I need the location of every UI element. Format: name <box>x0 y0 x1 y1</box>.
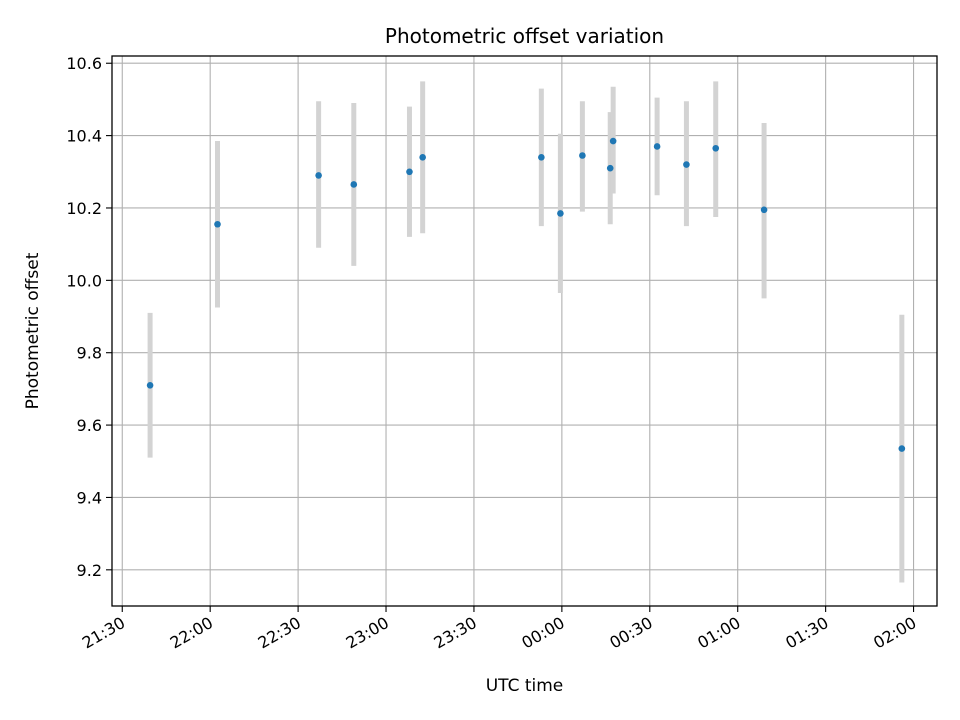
y-tick-label: 9.4 <box>77 488 102 507</box>
data-point <box>406 168 413 176</box>
data-point <box>606 164 614 172</box>
data-point <box>557 210 564 217</box>
data-points <box>146 137 906 452</box>
data-point <box>760 206 768 214</box>
y-tick-label: 10.2 <box>66 199 102 218</box>
x-tick-label: 01:30 <box>782 613 831 653</box>
chart-title: Photometric offset variation <box>385 24 664 48</box>
x-tick-label: 02:00 <box>870 613 919 653</box>
data-point <box>419 154 426 161</box>
x-axis-ticks: 21:30 22:00 22:30 23:00 23:30 00:00 00:30 01:00… <box>79 606 920 653</box>
y-tick-label: 9.6 <box>77 416 102 435</box>
y-tick-label: 10.4 <box>66 127 102 146</box>
data-point <box>350 181 358 188</box>
data-point <box>315 172 322 179</box>
x-tick-label: 22:30 <box>255 613 304 653</box>
data-point <box>146 381 154 389</box>
y-tick-label: 9.8 <box>77 344 102 363</box>
x-tick-label: 21:30 <box>79 613 128 653</box>
x-tick-label: 22:00 <box>167 613 216 653</box>
x-tick-label: 23:00 <box>343 613 392 653</box>
y-tick-label: 10.6 <box>66 54 102 73</box>
y-axis-title: Photometric offset <box>23 252 43 409</box>
x-tick-label: 00:00 <box>518 613 567 653</box>
x-axis-title: UTC time <box>486 676 564 696</box>
x-tick-label: 00:30 <box>606 613 655 653</box>
data-point <box>579 152 586 159</box>
data-point <box>683 161 690 168</box>
data-point <box>609 137 617 145</box>
data-point <box>653 143 661 150</box>
grid <box>112 56 937 606</box>
data-point <box>214 220 221 228</box>
y-tick-label: 10.0 <box>66 271 102 290</box>
x-tick-label: 01:00 <box>694 613 743 653</box>
plot-frame <box>111 55 938 607</box>
y-tick-label: 9.2 <box>77 561 102 580</box>
y-axis-ticks: 9.2 9.4 9.6 9.8 10.0 10.2 10.4 10.6 <box>66 54 112 580</box>
data-point <box>712 144 720 152</box>
x-tick-label: 23:30 <box>431 613 480 653</box>
data-point <box>898 445 906 452</box>
error-bars <box>147 81 905 583</box>
data-point <box>538 154 545 161</box>
